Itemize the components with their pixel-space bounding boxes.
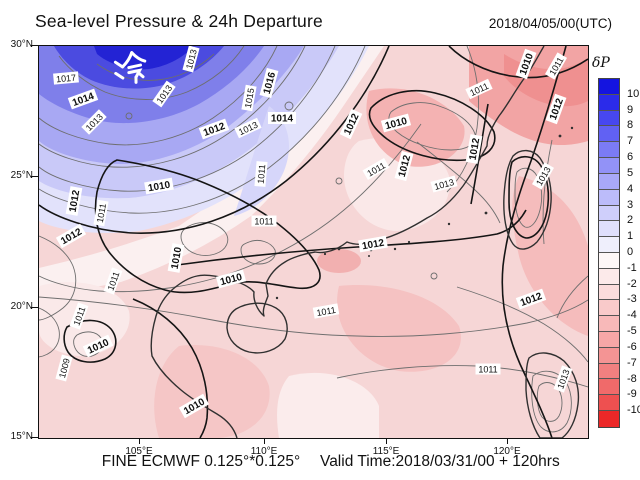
colorbar-tick-label: -4: [627, 309, 637, 322]
colorbar-tick-label: -6: [627, 340, 637, 353]
colorbar-tick-label: -3: [627, 293, 637, 306]
svg-text:1017: 1017: [56, 73, 77, 85]
contour-label: 1012: [65, 186, 83, 216]
lat-axis-label: 15°N: [10, 431, 33, 442]
lon-tick: [139, 438, 141, 444]
colorbar-segment: [599, 252, 619, 269]
colorbar-tick-label: 0: [627, 246, 634, 258]
pressure-map: 1017 1013 1014 1013 1013 1013 1015 1016 1014 1012…: [38, 45, 589, 439]
colorbar-segment: [599, 79, 619, 95]
colorbar-tick-label: 1: [627, 230, 634, 243]
departure-shading-layer: [39, 46, 588, 438]
colorbar-segment: [599, 316, 619, 332]
colorbar-segment: [599, 221, 619, 238]
lat-axis-label: 25°N: [10, 170, 33, 181]
svg-text:1011: 1011: [256, 164, 268, 184]
colorbar-segment: [599, 411, 619, 427]
colorbar-tick-label: 5: [627, 166, 634, 179]
colorbar-segment: [599, 347, 619, 364]
lon-tick: [264, 438, 266, 444]
valid-time-text: Valid Time:2018/03/31/00 + 120hrs: [320, 453, 560, 470]
colorbar-segment: [599, 189, 619, 206]
colorbar-tick-label: 6: [627, 151, 634, 164]
colorbar-tick-label: -10: [627, 404, 640, 417]
colorbar-tick-label: -2: [627, 277, 637, 290]
colorbar: [598, 78, 620, 428]
colorbar-tick-label: 9: [627, 103, 634, 116]
colorbar-tick-label: 4: [627, 182, 634, 195]
cold-air-symbol: [113, 51, 147, 84]
lon-axis-label: 115°E: [372, 446, 400, 457]
colorbar-tick-label: 7: [627, 135, 634, 148]
contour-label: 1017: [53, 71, 79, 85]
contour-label: 1012: [358, 235, 388, 253]
colorbar-tick-label: 8: [627, 119, 634, 132]
colorbar-tick-label: -5: [627, 325, 637, 338]
contour-label: 1010: [144, 177, 174, 195]
lat-tick: [31, 307, 38, 309]
contour-label: 1014: [268, 112, 296, 125]
colorbar-segment: [599, 363, 619, 380]
colorbar-tick-label: 3: [627, 198, 634, 211]
svg-text:1011: 1011: [95, 203, 108, 224]
colorbar-segment: [599, 110, 619, 127]
colorbar-segment: [599, 126, 619, 143]
pressure-map-canvas: 1017101310141013101310131015101610141012…: [39, 46, 588, 438]
run-datetime: 2018/04/05/00(UTC): [488, 16, 612, 31]
contour-label: 1011: [254, 161, 268, 187]
svg-text:1010: 1010: [147, 180, 171, 195]
lat-axis-label: 20°N: [10, 301, 33, 312]
contour-label: 1010: [167, 243, 185, 273]
colorbar-segment: [599, 332, 619, 348]
lon-axis-label: 110°E: [250, 446, 278, 457]
contour-label: 1015: [241, 84, 257, 112]
colorbar-segment: [599, 395, 619, 412]
colorbar-segment: [599, 379, 619, 396]
svg-text:1012: 1012: [361, 238, 385, 253]
lon-axis-label: 105°E: [125, 446, 153, 457]
svg-text:1011: 1011: [478, 365, 497, 375]
coastline-layer: [150, 46, 580, 438]
colorbar-segment: [599, 158, 619, 174]
svg-text:1014: 1014: [271, 114, 294, 125]
svg-text:1012: 1012: [68, 189, 83, 213]
colorbar-title: δP: [592, 55, 610, 71]
colorbar-tick-label: 2: [627, 214, 634, 227]
colorbar-segment: [599, 300, 619, 317]
contour-label: 1011: [312, 303, 340, 319]
contour-label: 1011: [475, 363, 501, 375]
lon-axis-label: 120°E: [493, 446, 521, 457]
lat-tick: [31, 45, 38, 47]
svg-text:1011: 1011: [316, 305, 337, 318]
colorbar-tick-label: -9: [627, 388, 637, 401]
lat-axis-label: 30°N: [10, 39, 33, 50]
colorbar-segment: [599, 268, 619, 285]
contour-label: 1011: [251, 215, 277, 227]
contour-labels-layer: 1017101310141013101310131015101610141012…: [53, 46, 573, 419]
svg-text:1015: 1015: [243, 87, 256, 108]
page-title: Sea-level Pressure & 24h Departure: [35, 11, 323, 31]
model-resolution-text: FINE ECMWF 0.125°*0.125°: [101, 453, 301, 470]
colorbar-segment: [599, 205, 619, 222]
colorbar-segment: [599, 173, 619, 190]
colorbar-segment: [599, 94, 619, 111]
svg-text:1011: 1011: [254, 217, 273, 227]
colorbar-tick-label: 10: [627, 87, 640, 100]
colorbar-tick-label: -8: [627, 372, 637, 385]
svg-text:1010: 1010: [170, 246, 185, 270]
colorbar-segment: [599, 284, 619, 301]
lat-tick: [31, 176, 38, 178]
contour-label: 1011: [93, 199, 109, 227]
colorbar-tick-label: -1: [627, 261, 637, 274]
colorbar-tick-label: -7: [627, 356, 637, 369]
lat-tick: [31, 437, 38, 439]
svg-text:1012: 1012: [468, 137, 483, 161]
isobar-thin-layer: [39, 46, 588, 433]
lon-tick: [507, 438, 509, 444]
colorbar-segment: [599, 237, 619, 253]
lon-tick: [386, 438, 388, 444]
contour-label: 1012: [465, 134, 483, 164]
colorbar-segment: [599, 142, 619, 159]
